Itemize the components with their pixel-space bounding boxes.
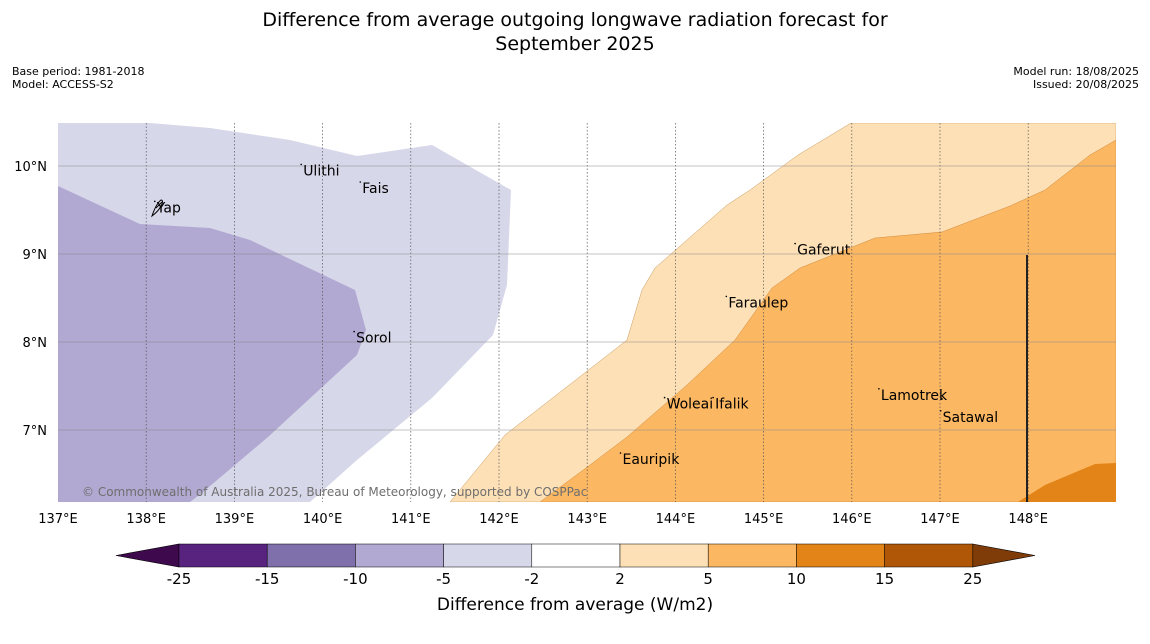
place-marker xyxy=(794,242,796,245)
place-label: Satawal xyxy=(943,410,998,426)
place-label: Fais xyxy=(362,181,389,197)
colorbar-tick-label: 25 xyxy=(963,570,982,588)
place-label: Yap xyxy=(156,200,181,216)
place-label: Faraulep xyxy=(728,295,788,311)
colorbar-label: Difference from average (W/m2) xyxy=(437,595,713,615)
base-period: Base period: 1981-2018 xyxy=(12,65,145,78)
lat-tick-label: 10°N xyxy=(14,160,47,175)
lon-tick-label: 148°E xyxy=(1008,512,1048,527)
lat-tick-label: 9°N xyxy=(23,248,48,263)
lon-tick-label: 141°E xyxy=(391,512,431,527)
colorbar-segment xyxy=(619,543,709,568)
place-label: Woleai xyxy=(667,397,714,413)
yap-island xyxy=(151,199,163,218)
colorbar-segment xyxy=(707,543,797,568)
place-label: Sorol xyxy=(356,331,391,347)
copyright-text: © Commonwealth of Australia 2025, Bureau… xyxy=(82,485,587,499)
colorbar-tick-label: -25 xyxy=(167,570,192,588)
place-labels: Ulithi Fais Yap Gaferut Faraulep Sorol Lamotre… xyxy=(153,163,998,468)
place-marker xyxy=(712,396,714,399)
lon-tick-label: 140°E xyxy=(303,512,343,527)
place-label: Ulithi xyxy=(303,163,339,179)
place-marker xyxy=(939,410,942,412)
colorbar-tick-label: -2 xyxy=(524,570,539,588)
region-below-minus10 xyxy=(58,186,366,502)
gridlines xyxy=(58,123,1116,502)
lon-tick-label: 137°E xyxy=(38,512,78,527)
colorbar-tick-label: -10 xyxy=(343,570,368,588)
lon-tick-label: 138°E xyxy=(126,512,166,527)
lon-tick-label: 143°E xyxy=(567,512,607,527)
colorbar-tick-label: -15 xyxy=(255,570,280,588)
colorbar-segment xyxy=(266,543,356,568)
colorbar-extend-max xyxy=(972,543,1036,568)
colorbar-segment xyxy=(355,543,444,568)
island-marker xyxy=(941,398,943,400)
colorbar-tick-label: 10 xyxy=(787,570,806,588)
place-marker xyxy=(359,181,362,183)
place-marker xyxy=(353,330,355,333)
axis-labels: 137°E 138°E 139°E 140°E 141°E 142°E 143°E 144°E… xyxy=(14,160,1048,527)
title-line-2: September 2025 xyxy=(495,33,655,55)
colorbar-tick-label: -5 xyxy=(436,570,451,588)
title-line-1: Difference from average outgoing longwav… xyxy=(262,9,888,31)
lon-tick-label: 144°E xyxy=(656,512,696,527)
place-label: Ifalik xyxy=(715,397,749,413)
place-marker xyxy=(300,163,302,166)
place-marker xyxy=(878,388,880,390)
colorbar: -25 -15 -10 -5 -2 2 5 10 15 25 xyxy=(115,543,1036,588)
issued-date: Issued: 20/08/2025 xyxy=(1032,78,1139,91)
model-run: Model run: 18/08/2025 xyxy=(1013,65,1139,78)
meta-right: Model run: 18/08/2025 Issued: 20/08/2025 xyxy=(1013,65,1139,91)
lat-tick-label: 8°N xyxy=(23,336,48,351)
meta-left: Base period: 1981-2018 Model: ACCESS-S2 xyxy=(12,65,144,91)
place-marker xyxy=(153,200,156,203)
colorbar-tick-label: 5 xyxy=(703,570,713,588)
colorbar-segment xyxy=(443,543,533,568)
colorbar-tick-label: 2 xyxy=(615,570,625,588)
lon-tick-label: 145°E xyxy=(744,512,784,527)
place-label: Lamotrek xyxy=(881,388,948,404)
model-name: Model: ACCESS-S2 xyxy=(12,78,114,91)
colorbar-segment xyxy=(796,543,885,568)
place-marker xyxy=(663,396,666,399)
lon-tick-label: 139°E xyxy=(215,512,255,527)
region-plus5-to-plus10 xyxy=(539,139,1116,502)
place-marker xyxy=(619,452,622,454)
colorbar-segment xyxy=(531,543,621,568)
place-label: Eauripik xyxy=(622,452,680,468)
place-marker xyxy=(725,295,728,298)
lon-tick-label: 142°E xyxy=(479,512,519,527)
region-plus10-to-plus15 xyxy=(1018,463,1116,502)
lon-tick-label: 147°E xyxy=(920,512,960,527)
map-area xyxy=(58,123,1116,502)
colorbar-tick-label: 15 xyxy=(875,570,894,588)
chart-title: Difference from average outgoing longwav… xyxy=(0,8,1150,56)
colorbar-extend-min xyxy=(115,543,180,568)
place-label: Gaferut xyxy=(797,243,851,259)
lon-tick-label: 146°E xyxy=(832,512,872,527)
colorbar-segment xyxy=(178,543,268,568)
colorbar-segment xyxy=(884,543,974,568)
lat-tick-label: 7°N xyxy=(23,424,48,439)
